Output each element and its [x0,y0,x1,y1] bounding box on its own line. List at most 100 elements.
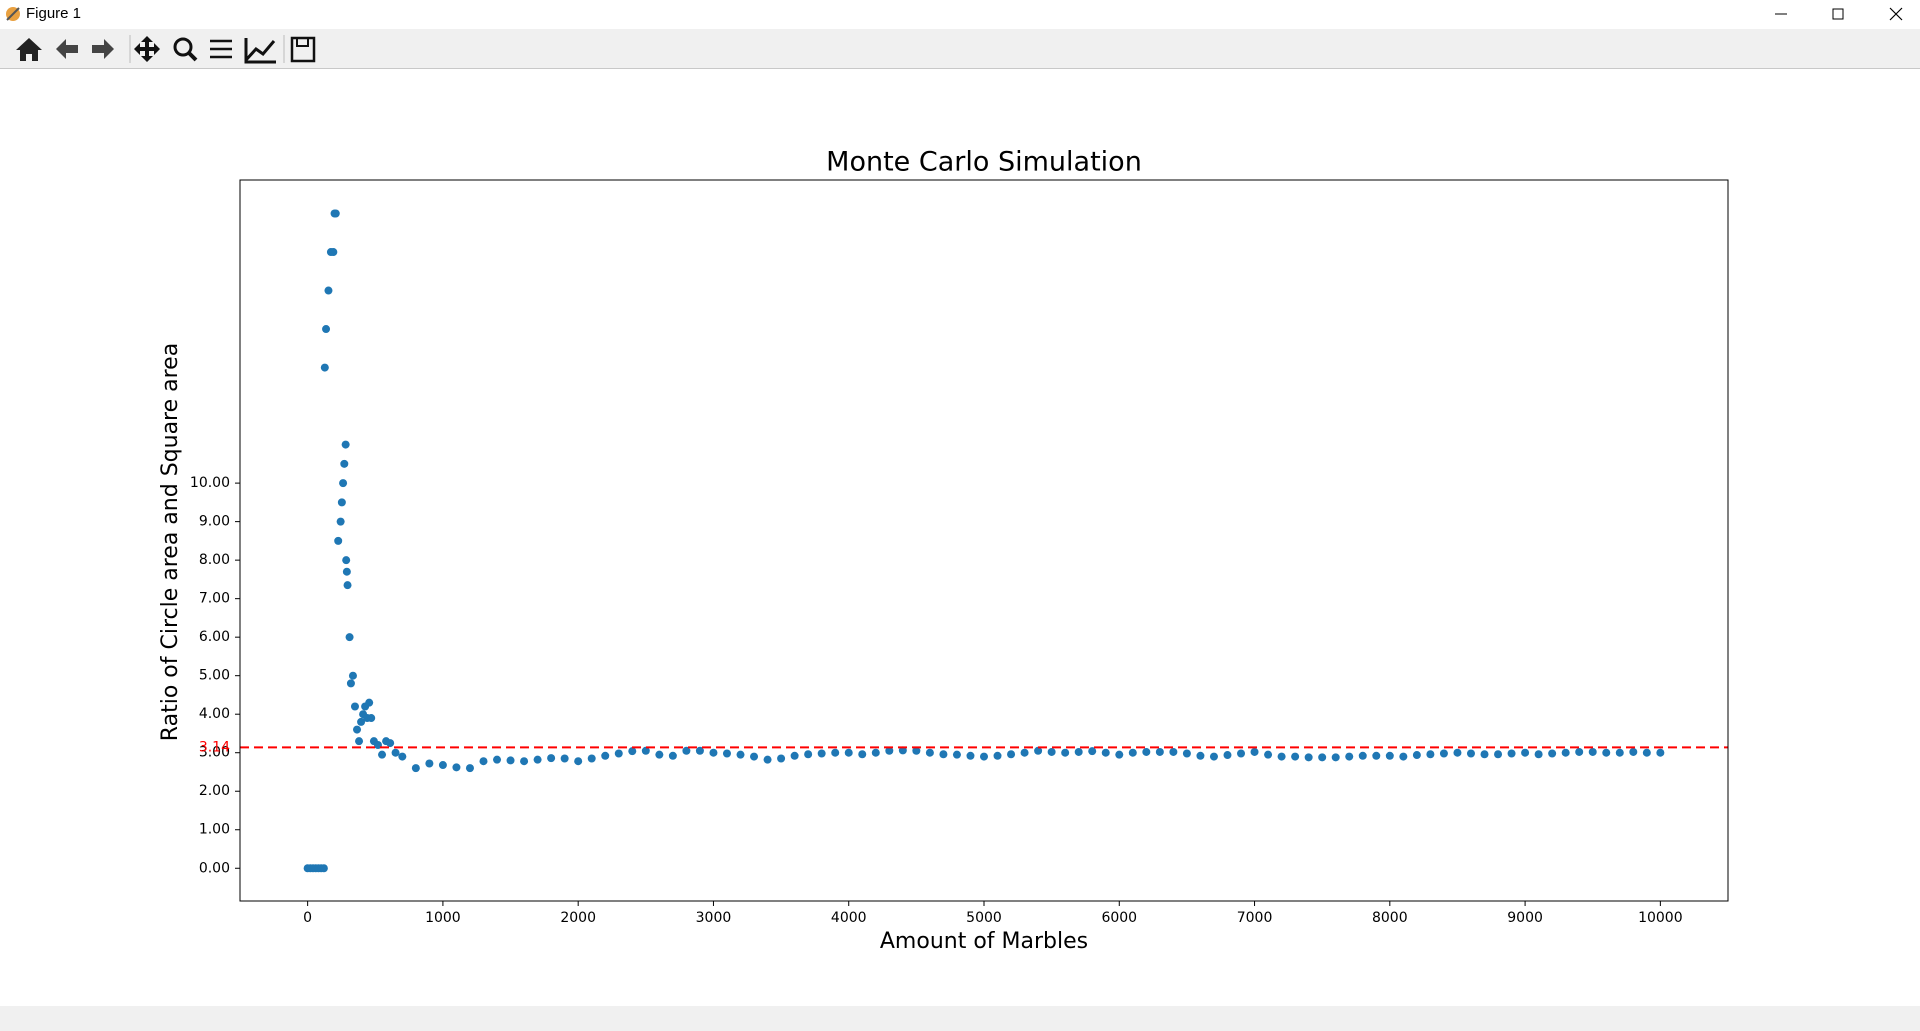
scatter-point [1115,750,1124,759]
scatter-point [1385,751,1394,760]
scatter-point [1291,752,1300,761]
scatter-point [329,248,338,257]
scatter-point [1548,749,1557,758]
app-icon [6,7,20,21]
scatter-point [1480,750,1489,759]
scatter-point [520,757,529,766]
scatter-point [334,536,343,545]
scatter-point [355,737,364,746]
scatter-point [438,761,447,770]
scatter-point [1250,747,1259,756]
scatter-point [1209,752,1218,761]
scatter-point [1223,751,1232,760]
x-tick-label: 6000 [1101,910,1137,926]
scatter-point [340,459,349,468]
scatter-point [1034,746,1043,755]
pan-button[interactable] [134,36,160,62]
scatter-point [1439,749,1448,758]
scatter-point [1629,747,1638,756]
status-bar [0,1006,1920,1031]
restore-button[interactable] [1832,8,1844,20]
y-tick-label: 9.00 [199,514,230,530]
scatter-point [952,750,961,759]
scatter-point [1101,748,1110,757]
scatter-point [790,751,799,760]
scatter-point [1656,748,1665,757]
scatter-point [398,752,407,761]
scatter-point [1264,750,1273,759]
forward-button[interactable] [92,39,114,59]
back-button[interactable] [56,39,78,59]
scatter-point [324,286,333,295]
x-tick-label: 10000 [1638,910,1683,926]
scatter-point [668,751,677,760]
scatter-point [655,750,664,759]
x-tick-label: 0 [303,910,312,926]
scatter-point [1453,748,1462,757]
x-axis-label: Amount of Marbles [880,929,1088,954]
y-tick-label: 10.00 [190,475,230,491]
scatter-point [506,756,515,765]
scatter-point [533,755,542,764]
x-tick-label: 9000 [1507,910,1543,926]
scatter-point [331,209,340,218]
edit-axis-button[interactable] [244,38,276,64]
scatter-point [1020,748,1029,757]
scatter-point [339,479,348,488]
scatter-point [831,748,840,757]
scatter-point [336,517,345,526]
configure-button[interactable] [210,39,232,59]
scatter-point [1494,750,1503,759]
scatter-point [1372,751,1381,760]
y-tick-label: 1.00 [199,822,230,838]
x-tick-label: 8000 [1372,910,1408,926]
scatter-point [367,714,376,723]
x-tick-label: 4000 [831,910,867,926]
scatter-point [465,764,474,773]
scatter-point [1088,747,1097,756]
plot-frame [239,179,1729,902]
scatter-point [736,750,745,759]
scatter-point [574,757,583,766]
scatter-point [342,556,351,565]
zoom-button[interactable] [173,37,198,62]
home-button[interactable] [16,38,42,61]
scatter-point [628,747,637,756]
scatter-point [1331,753,1340,762]
scatter-point [966,751,975,760]
scatter-point [353,725,362,734]
scatter-point [601,751,610,760]
scatter-point [695,746,704,755]
scatter-point [350,702,359,711]
scatter-point [1507,749,1516,758]
scatter-point [1169,747,1178,756]
scatter-point [306,864,315,873]
scatter-point [341,440,350,449]
scatter-point [1399,752,1408,761]
scatter-point [1128,748,1137,757]
scatter-point [1426,750,1435,759]
x-tick-label: 1000 [425,910,461,926]
scatter-point [382,737,391,746]
scatter-point [479,757,488,766]
scatter-point [1521,748,1530,757]
close-button[interactable] [1889,7,1903,21]
y-tick-label: 7.00 [199,591,230,607]
scatter-point [871,748,880,757]
scatter-point [326,248,335,257]
scatter-point [369,737,378,746]
scatter-point [750,752,759,761]
scatter-point [1155,747,1164,756]
scatter-point [1196,751,1205,760]
x-tick-label: 7000 [1237,910,1273,926]
y-tick-label: 3.00 [199,745,230,761]
y-tick-label: 5.00 [199,668,230,684]
scatter-point [1277,752,1286,761]
window-title: Figure 1 [26,5,82,22]
save-button[interactable] [290,36,316,63]
scatter-point [359,710,368,719]
scatter-point [411,764,420,773]
toolbar-icons [16,35,316,64]
scatter-point [342,567,351,576]
